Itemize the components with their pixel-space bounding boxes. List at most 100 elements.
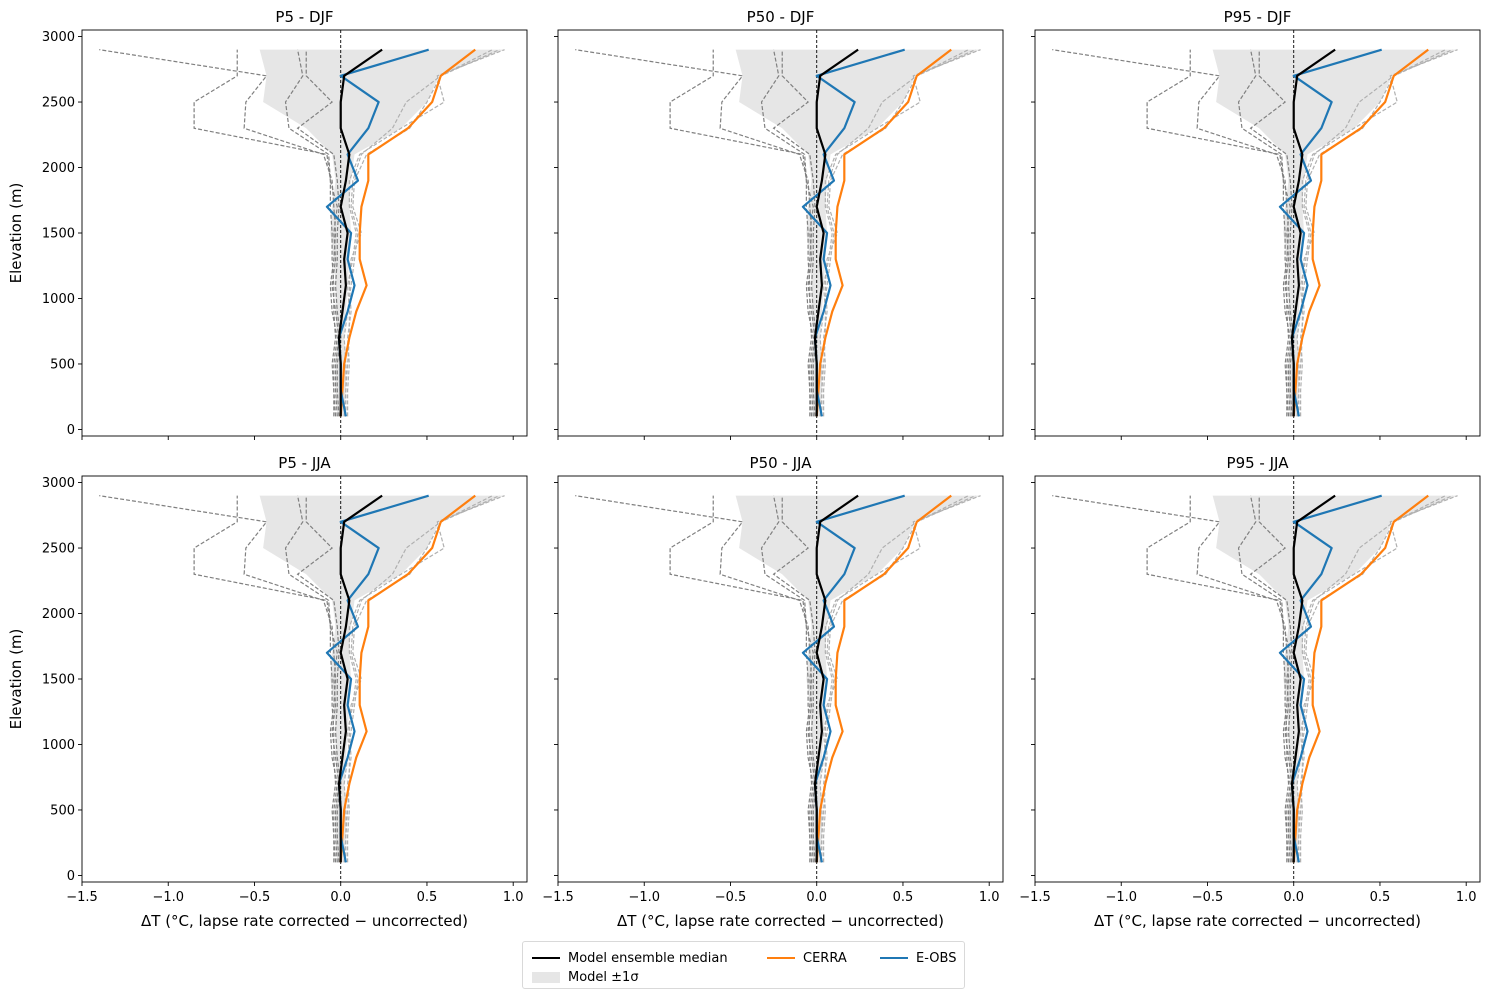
member-line-5 — [1146, 495, 1290, 863]
member-line-3 — [760, 495, 816, 863]
x-tick-label: 1.0 — [1456, 890, 1477, 905]
sigma-band — [1212, 495, 1458, 863]
x-axis-label: ΔT (°C, lapse rate corrected − uncorrect… — [141, 912, 468, 930]
model-ensemble-median-line — [1290, 494, 1336, 863]
cerra-line — [1292, 48, 1429, 417]
sigma-band — [735, 495, 981, 863]
panel-title: P5 - DJF — [275, 8, 333, 26]
member-line-3 — [284, 495, 340, 863]
x-tick-label: −1.0 — [152, 890, 184, 905]
panel-3: P95 - DJF — [1031, 8, 1481, 440]
plot-area — [99, 476, 505, 882]
member-line-3 — [760, 49, 816, 417]
x-tick-label: 0.5 — [417, 890, 438, 905]
legend-label-cerra: CERRA — [803, 950, 847, 966]
member-line-7 — [772, 495, 818, 863]
legend: Model ensemble median Model ±1σ CERRA E-… — [522, 941, 965, 989]
member-line-6 — [1298, 495, 1458, 863]
member-line-1 — [575, 49, 814, 417]
cerra-line — [815, 48, 952, 417]
model-ensemble-median-line — [813, 494, 859, 863]
member-line-6 — [1298, 49, 1458, 417]
member-line-6 — [821, 49, 981, 417]
panel-4: P5 - JJA 0 500 1000 1500 2000 2500 3000 −1.5 −1.0… — [7, 454, 528, 930]
member-line-1 — [575, 495, 814, 863]
y-tick-label: 1000 — [42, 738, 75, 753]
x-tick-label: −1.5 — [66, 890, 98, 905]
y-tick-label: 1000 — [42, 292, 75, 307]
legend-swatch-median — [532, 957, 560, 959]
x-tick-label: −0.5 — [715, 890, 747, 905]
member-line-6 — [821, 495, 981, 863]
y-tick-label: 3000 — [42, 30, 75, 45]
plot-area — [1052, 476, 1458, 882]
x-tick-label: −1.5 — [1019, 890, 1051, 905]
cerra-line — [339, 494, 476, 863]
member-line-6 — [345, 49, 505, 417]
y-tick-label: 1500 — [42, 673, 75, 688]
legend-item-eobs: E-OBS — [880, 949, 956, 967]
member-line-1 — [99, 49, 338, 417]
panel-5: P50 - JJA −1.5 −1.0 −0.5 0.0 0.5 1.0 ΔT (°C, la… — [542, 454, 1004, 930]
cerra-line — [815, 494, 952, 863]
y-axis-label: Elevation (m) — [7, 629, 25, 730]
sigma-band — [259, 49, 505, 417]
x-tick-label: −0.5 — [1192, 890, 1224, 905]
y-tick-label: 500 — [50, 803, 75, 818]
member-line-7 — [772, 49, 818, 417]
legend-label-sigma: Model ±1σ — [568, 969, 639, 985]
panel-2: P50 - DJF — [554, 8, 1004, 440]
x-tick-label: 0.5 — [1370, 890, 1391, 905]
x-tick-label: −1.5 — [542, 890, 574, 905]
y-tick-label: 500 — [50, 357, 75, 372]
member-line-7 — [1249, 495, 1295, 863]
legend-item-median: Model ensemble median — [532, 949, 728, 967]
member-line-7 — [1249, 49, 1295, 417]
member-line-1 — [99, 495, 338, 863]
x-tick-label: −0.5 — [239, 890, 271, 905]
y-tick-label: 2500 — [42, 542, 75, 557]
legend-label-eobs: E-OBS — [916, 950, 957, 966]
panel-6: P95 - JJA −1.5 −1.0 −0.5 0.0 0.5 1.0 ΔT (°C, la… — [1019, 454, 1481, 930]
y-tick-label: 0 — [67, 869, 75, 884]
legend-swatch-sigma — [532, 971, 560, 983]
y-tick-label: 2500 — [42, 96, 75, 111]
member-line-5 — [193, 49, 337, 417]
plot-area — [99, 30, 505, 436]
panel-title: P95 - JJA — [1227, 454, 1290, 472]
panel-title: P50 - DJF — [747, 8, 815, 26]
sigma-band — [259, 495, 505, 863]
x-axis-label: ΔT (°C, lapse rate corrected − uncorrect… — [1094, 912, 1421, 930]
member-line-3 — [1237, 495, 1293, 863]
panel-title: P5 - JJA — [278, 454, 331, 472]
y-axis-label: Elevation (m) — [7, 183, 25, 284]
panel-1: P5 - DJF 0 500 1000 1500 2000 2500 3000 Elevatio… — [7, 8, 528, 440]
x-tick-label: 0.0 — [330, 890, 351, 905]
plot-area — [1052, 30, 1458, 436]
sigma-band — [735, 49, 981, 417]
x-tick-label: 0.0 — [1283, 890, 1304, 905]
plot-area — [575, 30, 981, 436]
member-line-7 — [296, 49, 342, 417]
legend-item-sigma: Model ±1σ — [532, 968, 639, 986]
legend-label-median: Model ensemble median — [568, 950, 728, 966]
x-tick-label: −1.0 — [628, 890, 660, 905]
panel-title: P50 - JJA — [750, 454, 813, 472]
member-line-5 — [193, 495, 337, 863]
model-ensemble-median-line — [337, 48, 383, 417]
member-line-7 — [296, 495, 342, 863]
y-tick-label: 1500 — [42, 227, 75, 242]
member-line-1 — [1052, 49, 1291, 417]
cerra-line — [1292, 494, 1429, 863]
sigma-band — [1212, 49, 1458, 417]
member-line-3 — [284, 49, 340, 417]
x-tick-label: 1.0 — [979, 890, 1000, 905]
member-line-6 — [345, 495, 505, 863]
legend-swatch-cerra — [767, 957, 795, 959]
y-tick-label: 2000 — [42, 607, 75, 622]
x-tick-label: 0.0 — [806, 890, 827, 905]
member-line-1 — [1052, 495, 1291, 863]
y-tick-label: 3000 — [42, 476, 75, 491]
member-line-5 — [669, 49, 813, 417]
